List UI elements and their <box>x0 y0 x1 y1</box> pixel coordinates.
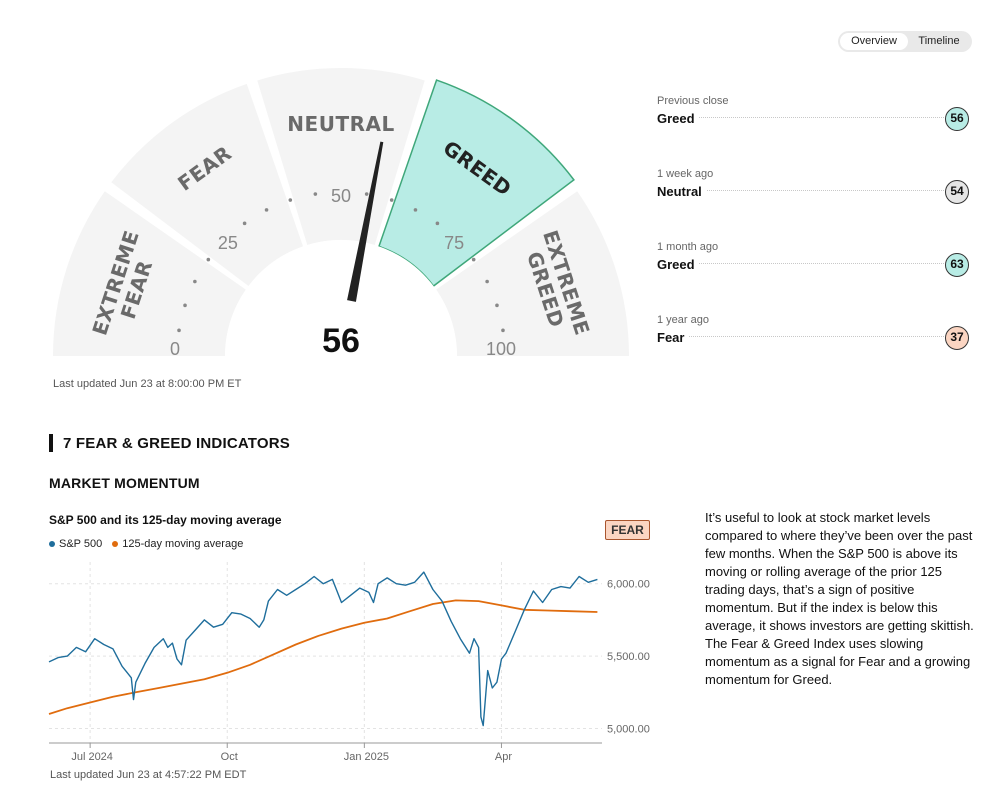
divider <box>657 190 944 191</box>
legend-dot <box>112 541 119 547</box>
history-rating: Greed <box>657 111 699 126</box>
chart-legend: S&P 500 125-day moving average <box>49 538 253 550</box>
chart-last-updated: Last updated Jun 23 at 4:57:22 PM EDT <box>50 769 247 781</box>
gauge-dot <box>242 221 247 226</box>
history-previous-close: Previous close Greed 56 <box>657 95 970 131</box>
sp500-line <box>48 571 598 727</box>
history-value-badge: 63 <box>945 253 969 277</box>
gauge-dot <box>389 198 394 202</box>
history-1-year: 1 year ago Fear 37 <box>657 314 970 350</box>
history-rating: Greed <box>657 257 699 272</box>
history-rating: Neutral <box>657 184 706 199</box>
momentum-chart: 5,000.00 5,500.00 6,000.00 Jul 2024 Oct Jan 2… <box>48 562 650 763</box>
zone-fear <box>111 83 304 287</box>
history-1-week: 1 week ago Neutral 54 <box>657 168 970 204</box>
gauge-dot <box>183 303 187 308</box>
view-toggle: Overview Timeline <box>838 31 972 52</box>
gauge-dot <box>495 303 499 308</box>
gauge-dot <box>501 328 505 333</box>
legend-sp500: S&P 500 <box>49 538 102 550</box>
history-label: Previous close <box>657 95 729 107</box>
y-tick-label: 6,000.00 <box>607 579 650 591</box>
gauge-tick-label: 75 <box>444 233 464 253</box>
chart-axes: 5,000.00 5,500.00 6,000.00 Jul 2024 Oct Jan 2… <box>49 579 650 763</box>
history-label: 1 year ago <box>657 314 709 326</box>
gauge-dot <box>413 208 418 212</box>
gauge-tick-label: 100 <box>486 339 516 359</box>
indicator-description: It’s useful to look at stock market leve… <box>705 510 974 687</box>
history-value-badge: 56 <box>945 107 969 131</box>
chart-lines <box>48 571 598 727</box>
zone-neutral <box>257 68 425 246</box>
x-tick-label: Apr <box>495 751 512 763</box>
indicators-title: 7 FEAR & GREED INDICATORS <box>63 434 290 452</box>
gauge-tick-label: 25 <box>218 233 238 253</box>
history-rating: Fear <box>657 330 689 345</box>
gauge-tick-label: 0 <box>170 339 180 359</box>
gauge-needle <box>347 141 384 302</box>
moving-average-line <box>48 599 598 715</box>
gauge-dot <box>177 328 181 333</box>
y-tick-label: 5,000.00 <box>607 724 650 736</box>
history-value-badge: 37 <box>945 326 969 350</box>
x-tick-label: Jan 2025 <box>344 751 389 763</box>
divider <box>657 263 944 264</box>
history-label: 1 week ago <box>657 168 714 180</box>
gauge-dot <box>193 279 197 284</box>
gauge-dot <box>471 257 476 262</box>
tab-overview[interactable]: Overview <box>840 33 908 50</box>
gauge-last-updated: Last updated Jun 23 at 8:00:00 PM ET <box>53 378 242 390</box>
divider <box>657 117 944 118</box>
chart-grid <box>49 562 602 743</box>
gauge-center <box>283 298 399 370</box>
gauge-value: 56 <box>322 322 360 360</box>
x-tick-label: Jul 2024 <box>71 751 113 763</box>
gauge-dot <box>364 192 369 196</box>
heading-bar <box>49 434 53 452</box>
indicators-heading: 7 FEAR & GREED INDICATORS <box>49 434 290 452</box>
gauge-tick-label: 50 <box>331 186 351 206</box>
gauge-zones <box>53 68 629 356</box>
y-tick-label: 5,500.00 <box>607 651 650 663</box>
zone-extreme-greed <box>436 191 629 356</box>
indicator-name: MARKET MOMENTUM <box>49 475 200 491</box>
history-value-badge: 54 <box>945 180 969 204</box>
tab-timeline[interactable]: Timeline <box>918 35 960 47</box>
history-1-month: 1 month ago Greed 63 <box>657 241 970 277</box>
x-tick-label: Oct <box>221 751 238 763</box>
history-label: 1 month ago <box>657 241 719 253</box>
gauge-dot <box>288 198 293 202</box>
gauge-dot <box>485 279 489 284</box>
gauge-dot <box>206 257 211 262</box>
gauge-zone-label: NEUTRAL <box>287 112 394 136</box>
gauge-dots <box>177 192 505 333</box>
gauge-dot <box>313 192 318 196</box>
legend-label: S&P 500 <box>59 538 103 550</box>
legend-label: 125-day moving average <box>122 538 244 550</box>
gauge-dot <box>435 221 440 226</box>
legend-moving-average: 125-day moving average <box>112 538 243 550</box>
divider <box>657 336 944 337</box>
gauge-dot <box>264 208 269 212</box>
indicator-rating-badge: FEAR <box>605 520 650 540</box>
chart-title: S&P 500 and its 125-day moving average <box>49 513 282 527</box>
zone-extreme-fear <box>53 191 246 356</box>
gauge-ticks: 0 25 50 75 100 <box>170 186 516 359</box>
legend-dot <box>49 541 55 547</box>
